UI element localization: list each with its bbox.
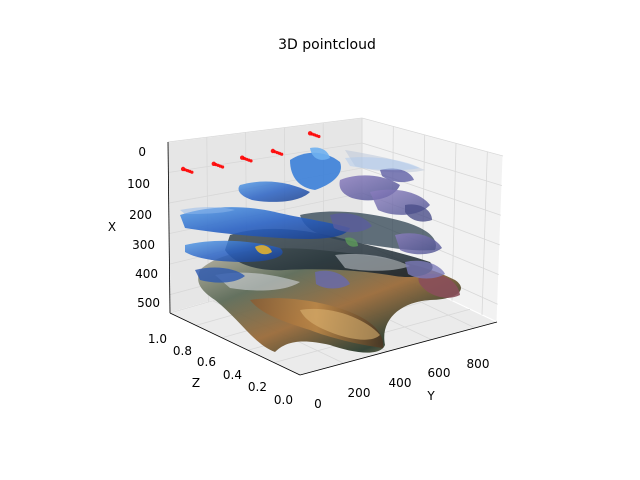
z-axis-ticks: 1.0 0.8 0.6 0.4 0.2 0.0 Z [148, 332, 293, 407]
x-tick-label: 300 [132, 238, 155, 252]
grid-line [168, 142, 363, 173]
z-tick-label: 0.4 [223, 368, 242, 382]
red-point [190, 170, 194, 174]
red-point [317, 134, 321, 139]
y-axis-line [299, 321, 498, 376]
chart-title: 3D pointcloud [278, 37, 376, 53]
z-tick-label: 0.2 [248, 380, 267, 394]
x-axis-line [167, 141, 171, 314]
red-point [221, 165, 225, 169]
red-point-series [180, 131, 321, 174]
z-axis-line [169, 312, 301, 376]
z-tick-label: 1.0 [148, 332, 167, 346]
grid-line [361, 142, 503, 187]
x-tick-label: 400 [135, 267, 158, 281]
axis-lines [167, 141, 498, 376]
z-tick-label: 0.0 [274, 393, 293, 407]
red-point [249, 159, 253, 163]
y-axis-label: Y [426, 389, 435, 403]
y-tick-label: 800 [467, 357, 490, 371]
x-tick-label: 0 [138, 145, 146, 159]
grid-line [167, 117, 363, 143]
y-tick-label: 400 [389, 376, 412, 390]
x-axis-ticks: 0 100 200 300 400 500 X [108, 145, 160, 310]
grid-line [361, 117, 504, 157]
z-tick-label: 0.6 [197, 355, 216, 369]
x-axis-label: X [108, 220, 116, 234]
y-tick-label: 200 [348, 386, 371, 400]
z-axis-label: Z [192, 376, 200, 390]
grid-line [451, 143, 457, 301]
pointcloud-image [180, 147, 461, 353]
y-axis-ticks: 0 200 400 600 800 Y [314, 357, 489, 411]
y-tick-label: 0 [314, 397, 322, 411]
y-tick-label: 600 [428, 366, 451, 380]
z-tick-label: 0.8 [173, 344, 192, 358]
grid-line [481, 151, 488, 315]
red-point [280, 152, 284, 156]
x-tick-label: 100 [127, 177, 150, 191]
x-tick-label: 200 [129, 208, 152, 222]
x-tick-label: 500 [137, 296, 160, 310]
